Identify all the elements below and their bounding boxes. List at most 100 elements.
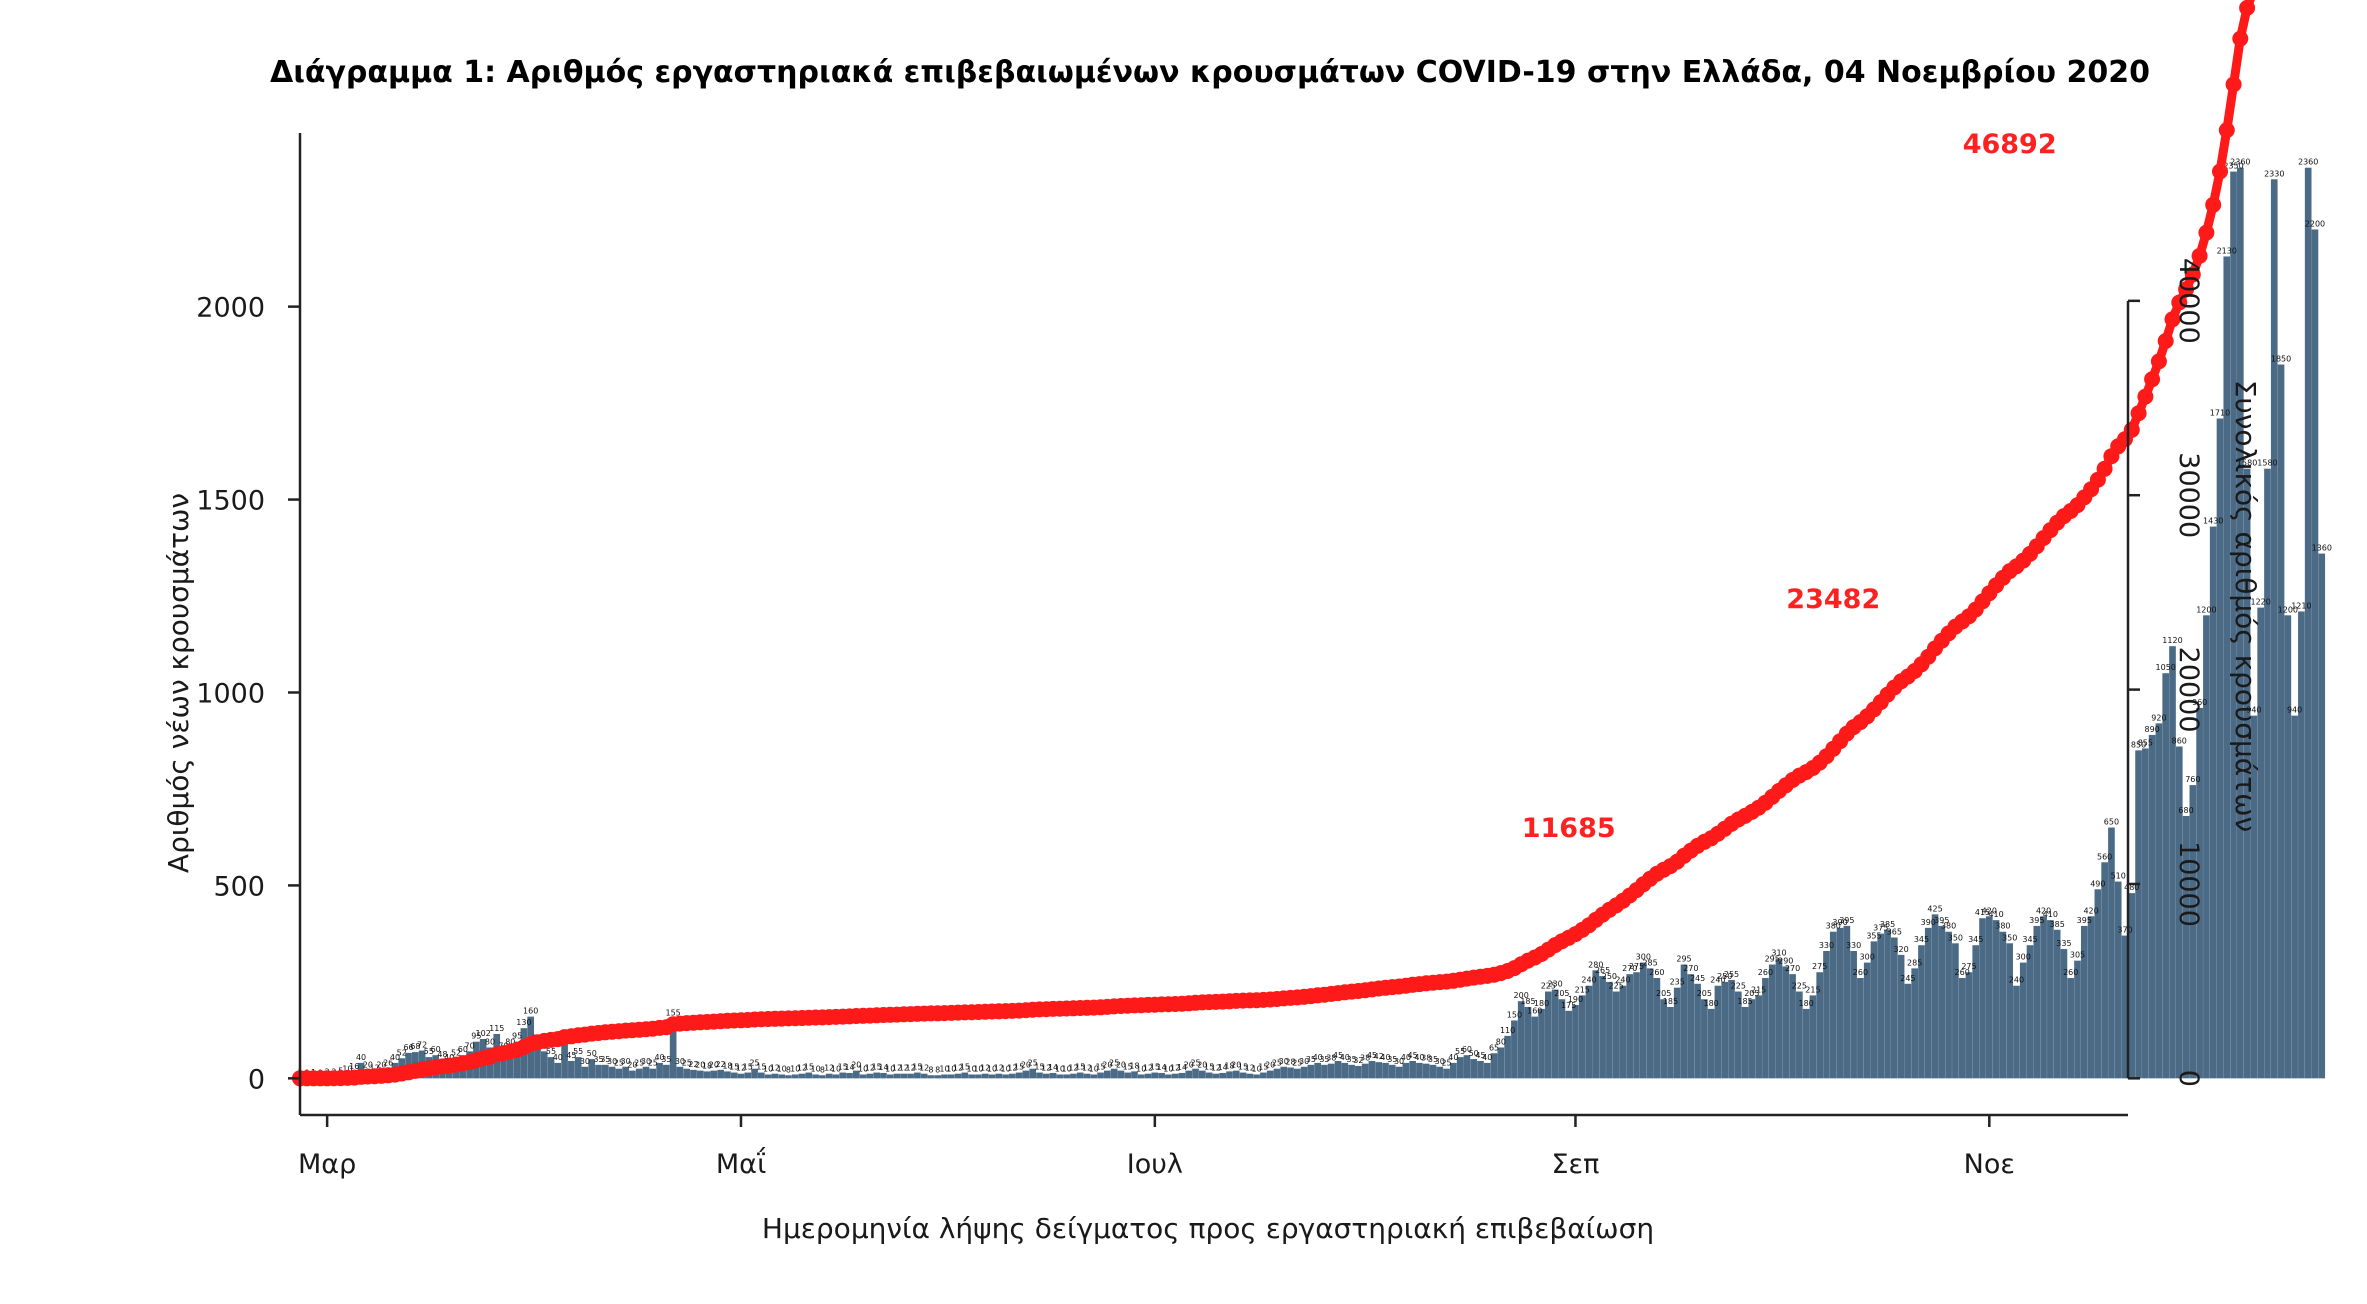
y2-tick-label: 40000: [2173, 258, 2204, 344]
bar-value-label: 260: [2063, 968, 2078, 977]
daily-cases-bar: [928, 1075, 935, 1078]
bar-value-label: 160: [523, 1007, 538, 1016]
daily-cases-bar: [1864, 963, 1871, 1079]
bar-value-label: 920: [2151, 713, 2166, 722]
daily-cases-bar: [934, 1075, 941, 1078]
bar-value-label: 1200: [2196, 605, 2216, 614]
daily-cases-bar: [1124, 1073, 1131, 1079]
daily-cases-bar: [724, 1071, 731, 1078]
daily-cases-bar: [1830, 932, 1837, 1079]
bar-value-label: 1360: [2312, 544, 2332, 553]
bar-value-label: 285: [1907, 958, 1922, 967]
daily-cases-bar: [1470, 1059, 1477, 1078]
cumulative-annotation: 11685: [1522, 813, 1616, 844]
daily-cases-bar: [975, 1074, 982, 1078]
daily-cases-bar: [1016, 1073, 1023, 1079]
daily-cases-bar: [2285, 615, 2292, 1078]
daily-cases-bar: [1057, 1074, 1064, 1078]
daily-cases-bar: [1620, 986, 1627, 1079]
bar-value-label: 560: [2097, 852, 2112, 861]
daily-cases-bar: [2312, 229, 2319, 1078]
daily-cases-bar: [1477, 1061, 1484, 1078]
daily-cases-bar: [772, 1074, 779, 1079]
daily-cases-bar: [1606, 982, 1613, 1078]
bar-value-label: 335: [2056, 939, 2071, 948]
daily-cases-bar: [812, 1074, 819, 1078]
bar-value-label: 270: [1683, 964, 1698, 973]
bar-value-label: 365: [1887, 928, 1902, 937]
daily-cases-bar: [1531, 1017, 1538, 1079]
bar-value-label: 490: [2090, 879, 2105, 888]
daily-cases-bar: [1626, 974, 1633, 1078]
daily-cases-bar: [697, 1071, 704, 1079]
daily-cases-bar: [1945, 932, 1952, 1079]
bar-value-label: 95: [512, 1032, 522, 1041]
daily-cases-bar: [1036, 1073, 1043, 1079]
daily-cases-bar: [2305, 168, 2312, 1079]
daily-cases-bar: [1246, 1074, 1253, 1079]
daily-cases-bar: [799, 1074, 806, 1079]
daily-cases-bar: [1572, 1005, 1579, 1078]
daily-cases-bar: [2081, 926, 2088, 1078]
daily-cases-bar: [2128, 893, 2135, 1078]
bar-value-label: 190: [1568, 995, 1583, 1004]
daily-cases-bar: [2095, 889, 2102, 1078]
daily-cases-bar: [1063, 1074, 1070, 1078]
daily-cases-bar: [554, 1063, 561, 1078]
bar-value-label: 215: [1751, 985, 1766, 994]
daily-cases-bar: [1538, 1009, 1545, 1078]
daily-cases-bar: [643, 1067, 650, 1079]
cumulative-point: [2144, 371, 2160, 387]
daily-cases-bar: [1070, 1074, 1077, 1079]
cumulative-point: [2205, 197, 2221, 213]
daily-cases-bar: [1090, 1074, 1097, 1078]
bar-value-label: 1710: [2210, 409, 2230, 418]
bar-value-label: 215: [1575, 985, 1590, 994]
daily-cases-bar: [2101, 862, 2108, 1078]
bar-value-label: 2360: [2230, 158, 2250, 167]
daily-cases-bar: [1043, 1074, 1050, 1079]
bar-value-label: 115: [489, 1024, 504, 1033]
daily-cases-bar: [1287, 1068, 1294, 1079]
daily-cases-bar: [1240, 1073, 1247, 1079]
daily-cases-bar: [1396, 1067, 1403, 1079]
bar-value-label: 425: [1927, 904, 1942, 913]
daily-cases-bar: [2108, 828, 2115, 1079]
bar-value-label: 240: [1581, 976, 1596, 985]
daily-cases-bar: [1592, 970, 1599, 1078]
bar-value-label: 890: [2144, 725, 2159, 734]
bar-value-label: 345: [2022, 935, 2037, 944]
daily-cases-bar: [1226, 1071, 1233, 1078]
bar-value-label: 70: [465, 1041, 475, 1050]
bar-value-label: 300: [1860, 953, 1875, 962]
daily-cases-bar: [968, 1074, 975, 1078]
bar-value-label: 35: [661, 1055, 671, 1064]
daily-cases-bar: [2162, 673, 2169, 1078]
daily-cases-bar: [1328, 1064, 1335, 1079]
bar-value-label: 650: [2104, 818, 2119, 827]
daily-cases-bar: [1375, 1062, 1382, 1078]
bar-value-label: 300: [2016, 953, 2031, 962]
bar-value-label: 420: [2083, 906, 2098, 915]
bar-value-label: 40: [553, 1053, 563, 1062]
daily-cases-bar: [744, 1073, 751, 1079]
daily-cases-bar: [683, 1069, 690, 1079]
daily-cases-bar: [1484, 1063, 1491, 1078]
y-axis-title: Αριθμός νέων κρουσμάτων: [162, 493, 195, 873]
bar-value-label: 350: [1948, 933, 1963, 942]
bar-value-label: 80: [485, 1037, 495, 1046]
bar-value-label: 1210: [2291, 601, 2311, 610]
bar-value-label: 150: [1507, 1010, 1522, 1019]
bar-value-label: 385: [2050, 920, 2065, 929]
daily-cases-bar: [1369, 1061, 1376, 1078]
daily-cases-bar: [2271, 179, 2278, 1078]
daily-cases-bar: [833, 1074, 840, 1078]
daily-cases-bar: [2291, 716, 2298, 1079]
daily-cases-bar: [819, 1075, 826, 1078]
bar-value-label: 1120: [2162, 636, 2182, 645]
daily-cases-bar: [1423, 1064, 1430, 1079]
daily-cases-bar: [894, 1074, 901, 1079]
